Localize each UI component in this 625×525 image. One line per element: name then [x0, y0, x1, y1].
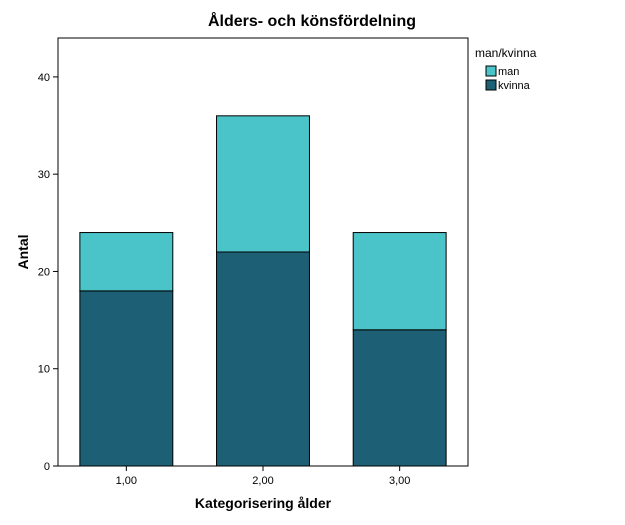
bar-man-1 [79, 232, 174, 292]
bar-kvinna-1 [79, 290, 174, 467]
legend-swatch-kvinna [485, 79, 497, 91]
x-tick-label: 3,00 [389, 475, 410, 487]
legend-label-kvinna: kvinna [498, 80, 531, 92]
y-tick-label: 0 [44, 461, 50, 473]
x-tick-label: 2,00 [252, 475, 273, 487]
legend: man/kvinna man kvinna [475, 46, 537, 92]
x-tick-label: 1,00 [116, 475, 137, 487]
bar-man-2 [216, 115, 310, 253]
bars [79, 115, 447, 467]
y-tick-label: 20 [38, 266, 50, 278]
x-axis: 1,00 2,00 3,00 [116, 466, 410, 487]
y-axis: 0 10 20 30 40 [38, 72, 58, 473]
legend-title: man/kvinna [475, 46, 537, 60]
y-tick-label: 30 [38, 169, 50, 181]
y-tick-label: 40 [38, 72, 50, 84]
y-axis-label: Antal [15, 235, 31, 270]
bar-man-3 [352, 232, 447, 331]
bar-kvinna-3 [352, 329, 447, 467]
x-axis-label: Kategorisering ålder [195, 495, 332, 511]
chart-title: Ålders- och könsfördelning [208, 11, 416, 30]
legend-swatch-man [485, 65, 497, 77]
legend-label-man: man [498, 66, 519, 78]
y-tick-label: 10 [38, 364, 50, 376]
bar-kvinna-2 [216, 251, 310, 467]
